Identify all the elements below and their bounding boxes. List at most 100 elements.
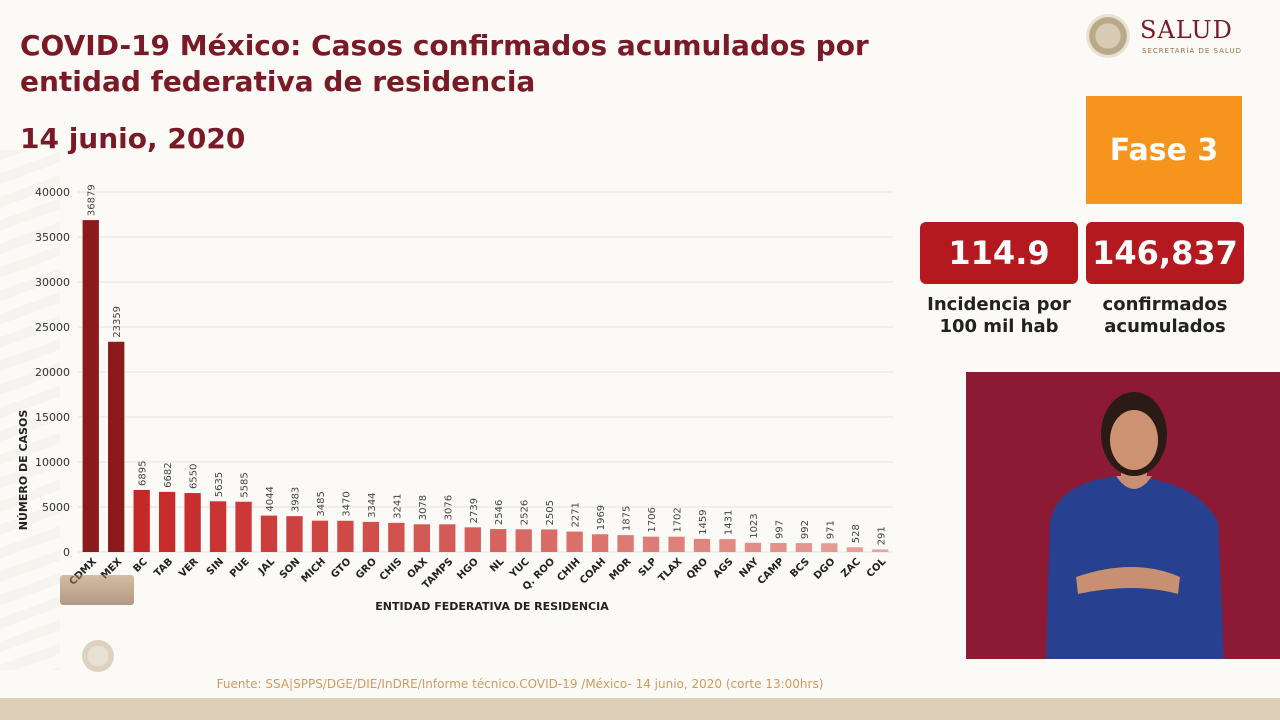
bar-zac — [846, 547, 863, 552]
page-date: 14 junio, 2020 — [20, 122, 246, 155]
bar-value-label: 6682 — [163, 462, 174, 487]
bar-bc — [133, 489, 150, 552]
x-tick-label: VER — [177, 556, 201, 580]
bar-qroo — [541, 529, 558, 552]
page-title: COVID-19 México: Casos confirmados acumu… — [20, 29, 869, 98]
bar-oax — [413, 524, 430, 552]
bar-value-label: 971 — [825, 520, 836, 539]
incidence-label: Incidencia por 100 mil hab — [918, 294, 1080, 338]
x-tick-label: GRO — [354, 556, 379, 581]
chart-canvas: 0 5000 10000 15000 20000 25000 30000 35000 40000… — [17, 184, 893, 613]
confirmed-value: 146,837 — [1086, 222, 1244, 284]
bar-value-labels: 36879 23359 6895 6682 6550 5635 5585 4044 3983 34… — [87, 184, 888, 545]
bar-gro — [362, 521, 380, 552]
background-pattern — [0, 150, 60, 670]
x-tick-label: TAB — [152, 556, 175, 579]
x-tick-label: GTO — [329, 556, 353, 580]
bar-value-label: 1023 — [749, 513, 760, 538]
logo-name: SALUD — [1140, 16, 1233, 44]
bar-ver — [184, 493, 201, 552]
chart-gridlines — [78, 191, 893, 553]
bar-value-label: 2526 — [520, 500, 531, 525]
bar-value-label: 3983 — [290, 487, 301, 512]
y-tick-label: 30000 — [35, 276, 70, 289]
bar-pue — [235, 501, 252, 552]
bar-value-label: 997 — [774, 520, 785, 539]
x-tick-label: SIN — [205, 556, 226, 577]
x-tick-label: AGS — [711, 556, 735, 580]
logo-subtitle: SECRETARÍA DE SALUD — [1142, 47, 1242, 55]
seal-icon — [82, 640, 114, 672]
y-axis-ticks: 0 5000 10000 15000 20000 25000 30000 35000 40000 — [35, 186, 70, 559]
chart-bars — [82, 220, 889, 553]
y-tick-label: 0 — [63, 546, 70, 559]
x-tick-label: BCS — [788, 556, 812, 580]
bar-sin — [209, 501, 227, 552]
incidence-label-line1: Incidencia por — [927, 294, 1071, 315]
bar-value-label: 1875 — [622, 506, 633, 531]
x-tick-label: DGO — [812, 556, 837, 581]
bar-value-label: 1459 — [698, 509, 709, 534]
x-tick-label: BC — [131, 556, 149, 574]
x-tick-label: QRO — [685, 556, 710, 581]
x-tick-label: CHIS — [378, 556, 405, 583]
bar-value-label: 6895 — [138, 460, 149, 485]
incidence-label-line2: 100 mil hab — [939, 316, 1059, 337]
bar-chih — [566, 531, 583, 552]
bar-value-label: 291 — [876, 526, 887, 545]
y-tick-label: 35000 — [35, 231, 70, 244]
x-tick-label: ZAC — [839, 556, 863, 580]
confirmed-label-line2: acumulados — [1104, 316, 1226, 337]
x-tick-label: HGO — [455, 556, 481, 582]
y-tick-label: 40000 — [35, 186, 70, 199]
footer-bar — [0, 698, 1280, 720]
bar-tlax — [668, 536, 685, 552]
bar-nay — [744, 542, 762, 552]
bar-value-label: 1702 — [673, 507, 684, 532]
x-axis-title: ENTIDAD FEDERATIVA DE RESIDENCIA — [375, 600, 609, 613]
bar-value-label: 3241 — [392, 493, 403, 518]
x-tick-label: MICH — [300, 556, 329, 585]
bar-value-label: 3076 — [443, 495, 454, 520]
bar-mor — [617, 535, 634, 552]
y-tick-label: 10000 — [35, 456, 70, 469]
confirmed-label: confirmados acumulados — [1084, 294, 1246, 338]
bar-qro — [693, 538, 711, 552]
bar-value-label: 5585 — [240, 472, 251, 497]
bar-cdmx — [82, 220, 99, 553]
bar-value-label: 528 — [851, 524, 862, 543]
y-axis-title: NÚMERO DE CASOS — [17, 410, 30, 531]
bar-value-label: 3344 — [367, 492, 378, 517]
bar-coah — [591, 534, 609, 552]
x-tick-label: COL — [865, 556, 889, 580]
confirmed-label-line1: confirmados — [1102, 294, 1228, 315]
bar-value-label: 6550 — [189, 464, 200, 489]
bar-slp — [642, 536, 660, 552]
bar-yuc — [515, 529, 532, 552]
bar-value-label: 2739 — [469, 498, 480, 523]
cases-bar-chart: 0 5000 10000 15000 20000 25000 30000 35000 40000… — [0, 170, 910, 630]
y-tick-label: 15000 — [35, 411, 70, 424]
bar-value-label: 3470 — [341, 491, 352, 516]
interpreter-figure — [1046, 392, 1224, 659]
x-tick-label: PUE — [228, 556, 252, 580]
bar-camp — [770, 543, 787, 552]
bar-tab — [158, 491, 176, 552]
bar-value-label: 5635 — [214, 472, 225, 497]
bar-hgo — [464, 527, 481, 552]
bar-value-label: 992 — [800, 520, 811, 539]
bar-value-label: 2505 — [545, 500, 556, 525]
x-tick-label: JAL — [256, 556, 278, 578]
bar-bcs — [795, 543, 813, 552]
bar-value-label: 3078 — [418, 495, 429, 520]
x-tick-label: TLAX — [657, 556, 685, 584]
bar-jal — [260, 515, 278, 552]
bar-value-label: 36879 — [87, 184, 98, 216]
bar-col — [872, 549, 889, 552]
bar-tamps — [439, 524, 456, 552]
x-tick-label: COAH — [578, 556, 608, 586]
bar-gto — [337, 520, 354, 552]
bar-ags — [719, 539, 736, 552]
bar-chis — [388, 522, 405, 552]
